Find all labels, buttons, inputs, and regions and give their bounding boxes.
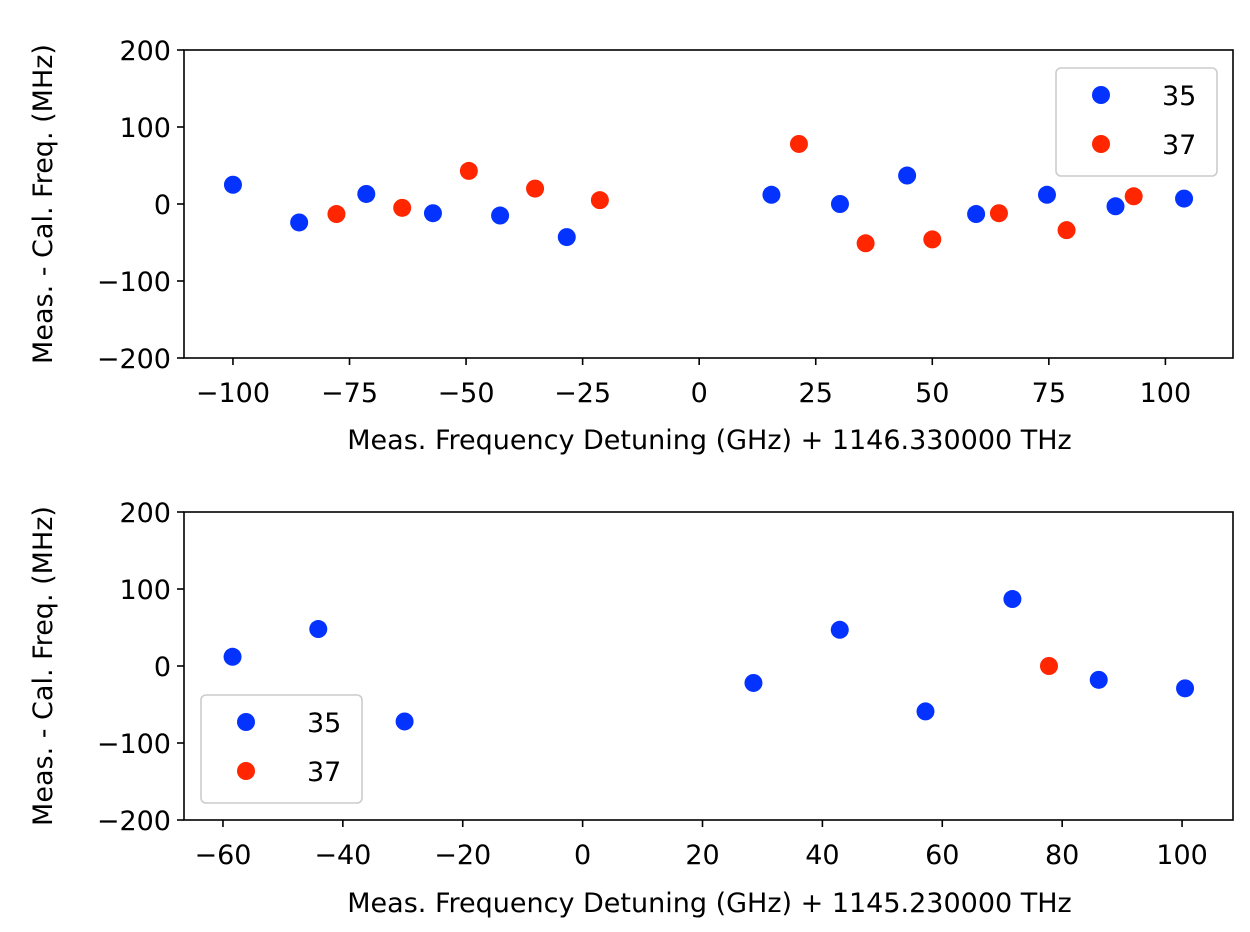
y-axis-label: Meas. - Cal. Freq. (MHz) <box>28 44 59 364</box>
point-series-37 <box>459 161 478 180</box>
point-series-35 <box>491 206 510 225</box>
x-tick-label: −25 <box>554 378 611 409</box>
y-tick-label: 200 <box>119 498 171 529</box>
x-tick-label: 75 <box>1032 378 1066 409</box>
legend-marker-37 <box>237 762 255 780</box>
x-tick-label: −100 <box>196 378 270 409</box>
point-series-37 <box>789 134 808 153</box>
y-tick-label: 100 <box>119 575 171 606</box>
y-tick-label: −100 <box>97 267 171 298</box>
x-tick-label: 0 <box>691 378 708 409</box>
y-tick-label: −200 <box>97 344 171 375</box>
point-series-35 <box>1089 670 1108 689</box>
point-series-35 <box>1037 185 1056 204</box>
y-axis-label: Meas. - Cal. Freq. (MHz) <box>28 506 59 826</box>
point-series-35 <box>898 166 917 185</box>
point-series-37 <box>989 204 1008 223</box>
point-series-35 <box>423 204 442 223</box>
x-tick-label: 100 <box>1156 840 1208 871</box>
x-tick-label: 40 <box>805 840 839 871</box>
x-tick-label: −40 <box>314 840 371 871</box>
y-tick-label: 0 <box>154 652 171 683</box>
x-tick-label: −20 <box>434 840 491 871</box>
point-series-35 <box>223 175 242 194</box>
point-series-35 <box>916 702 935 721</box>
point-series-35 <box>357 184 376 203</box>
x-tick-label: 50 <box>915 378 949 409</box>
legend-marker-35 <box>237 713 255 731</box>
point-series-35 <box>1106 197 1125 216</box>
x-tick-label: −50 <box>438 378 495 409</box>
x-tick-label: 80 <box>1045 840 1079 871</box>
x-tick-label: 100 <box>1140 378 1192 409</box>
point-series-35 <box>223 647 242 666</box>
x-tick-label: −60 <box>194 840 251 871</box>
legend: 35 37 <box>200 694 363 804</box>
point-series-35 <box>1175 189 1194 208</box>
y-tick-label: 200 <box>119 36 171 67</box>
x-axis-label: Meas. Frequency Detuning (GHz) + 1145.23… <box>347 888 1071 919</box>
y-tick-label: −200 <box>97 806 171 837</box>
legend-marker-35 <box>1092 86 1110 104</box>
legend-label-35: 35 <box>1162 81 1196 112</box>
point-series-35 <box>830 195 849 213</box>
point-series-35 <box>1176 679 1195 698</box>
top-scatter-panel: −100 −75 −50 −25 0 25 50 75 100 200 100 0 −100 −200 Me… <box>28 36 1234 456</box>
x-tick-label: 0 <box>574 840 591 871</box>
bottom-scatter-panel: −60 −40 −20 0 20 40 60 80 1002001000−100−200Meas… <box>28 498 1234 919</box>
y-tick-label: −100 <box>97 729 171 760</box>
legend-label-35: 35 <box>307 708 341 739</box>
point-series-37 <box>590 191 609 210</box>
point-series-37 <box>393 198 412 217</box>
point-series-37 <box>526 179 545 198</box>
point-series-37 <box>1039 657 1058 675</box>
x-tick-label: 20 <box>685 840 719 871</box>
x-tick-label: 25 <box>799 378 833 409</box>
point-series-35 <box>762 185 781 204</box>
point-series-35 <box>395 712 414 731</box>
point-series-37 <box>327 205 346 224</box>
legend-label-37: 37 <box>307 757 341 788</box>
point-series-35 <box>290 213 309 232</box>
point-series-37 <box>1124 187 1143 206</box>
x-tick-label: −75 <box>321 378 378 409</box>
legend-marker-37 <box>1092 135 1110 153</box>
y-tick-label: 0 <box>154 190 171 221</box>
point-series-35 <box>744 673 763 692</box>
point-series-35 <box>967 205 986 224</box>
x-axis-label: Meas. Frequency Detuning (GHz) + 1146.33… <box>347 425 1071 456</box>
legend: 35 37 <box>1055 67 1218 177</box>
point-series-37 <box>1057 221 1076 240</box>
legend-label-37: 37 <box>1162 130 1196 161</box>
point-series-35 <box>309 620 328 639</box>
point-series-37 <box>856 234 875 253</box>
x-tick-label: 60 <box>925 840 959 871</box>
point-series-35 <box>830 620 849 639</box>
point-series-35 <box>1003 590 1022 609</box>
point-series-35 <box>557 228 576 247</box>
point-series-37 <box>923 230 942 249</box>
y-tick-label: 100 <box>119 113 171 144</box>
